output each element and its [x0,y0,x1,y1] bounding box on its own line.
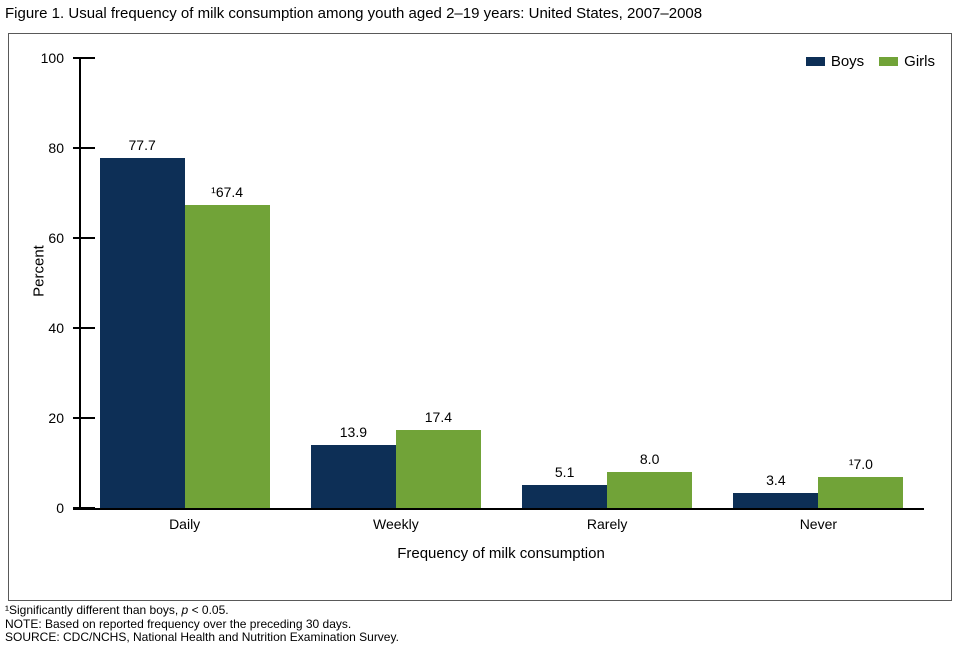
footnote-source: SOURCE: CDC/NCHS, National Health and Nu… [5,630,399,644]
figure-title: Figure 1. Usual frequency of milk consum… [5,5,703,22]
bar-value-label: 17.4 [424,408,452,425]
legend-swatch-girls [879,57,899,66]
bar-girls-weekly [395,429,481,508]
legend-label-girls: Girls [904,53,935,70]
y-axis-line [79,58,81,508]
bar-boys-daily [99,158,185,508]
footnote-significance-p: p [181,603,189,617]
footnotes: ¹Significantly different than boys, p < … [5,603,399,645]
x-category-label: Weekly [373,516,419,532]
legend-swatch-boys [805,57,825,66]
x-axis-title: Frequency of milk consumption [397,545,605,562]
y-tick-label: 0 [56,500,64,516]
bar-boys-weekly [310,445,396,508]
bar-value-label: 3.4 [766,471,786,488]
bar-value-label: ¹7.0 [848,455,873,472]
bar-boys-never [733,492,819,508]
chart-area: Boys Girls Percent Frequency of milk con… [8,33,952,601]
x-category-label: Never [799,516,838,532]
footnote-note: NOTE: Based on reported frequency over t… [5,616,352,631]
legend-label-boys: Boys [830,53,865,70]
y-tick [73,327,95,329]
bar-girls-never [818,476,904,508]
y-tick [73,507,95,509]
bar-value-label: 13.9 [339,424,367,441]
x-category-label: Rarely [586,516,628,532]
y-tick [73,237,95,239]
y-tick [73,147,95,149]
legend: Boys Girls [805,53,935,70]
y-tick-label: 80 [48,140,64,156]
y-tick-label: 40 [48,320,64,336]
bar-value-label: 8.0 [639,451,660,467]
bar-girls-rarely [607,472,693,508]
bar-value-label: ¹67.4 [211,183,244,200]
y-tick-label: 60 [48,230,64,246]
y-tick [73,57,95,59]
legend-item-boys: Boys [805,53,865,70]
x-category-label: Daily [169,516,201,532]
legend-item-girls: Girls [879,53,935,70]
y-tick-label: 100 [40,50,64,66]
bar-value-label: 5.1 [554,464,575,481]
footnote-significance-prefix: ¹Significantly different than boys, [5,603,182,617]
y-axis-title: Percent [30,245,48,297]
bar-value-label: 77.7 [128,137,156,154]
y-tick [73,417,95,419]
footnote-significance-suffix: < 0.05. [188,603,229,617]
x-axis-line [73,508,924,510]
bar-boys-rarely [522,485,608,508]
footnote-significance: ¹Significantly different than boys, p < … [5,603,399,618]
bar-girls-daily [184,204,270,508]
y-tick-label: 20 [48,410,64,426]
